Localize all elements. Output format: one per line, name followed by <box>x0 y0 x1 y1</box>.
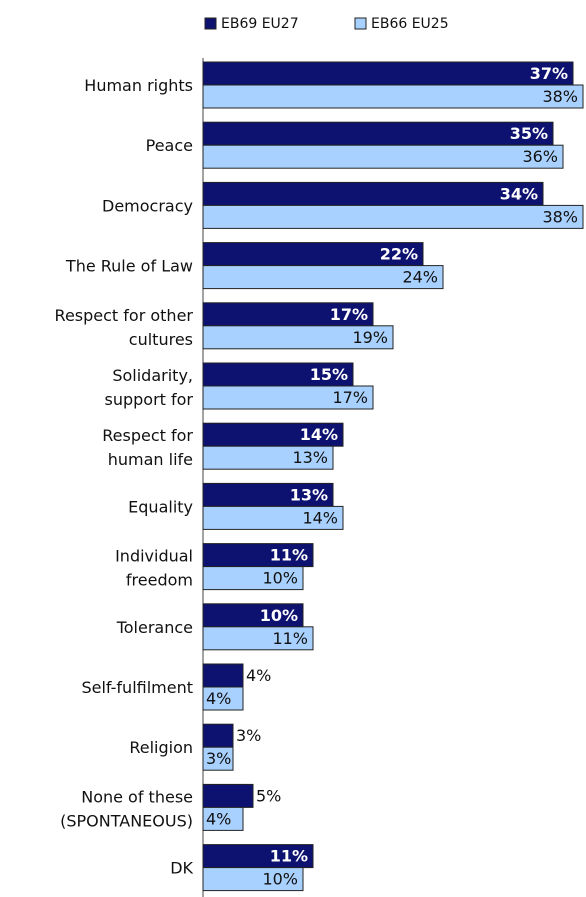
value-label-s1-10: 10% <box>260 606 298 625</box>
bar-s2-13 <box>202 806 244 831</box>
bar-s2-6 <box>202 385 374 410</box>
category-label-2: Peace <box>146 136 193 155</box>
value-label-s2-11: 4% <box>206 689 231 708</box>
category-label-8: Equality <box>128 497 193 516</box>
value-label-s2-10: 11% <box>272 629 308 648</box>
value-label-s2-8: 14% <box>302 508 338 527</box>
category-label-3: Democracy <box>102 196 193 215</box>
bar-s1-12 <box>202 723 234 748</box>
value-label-s1-7: 14% <box>300 425 338 444</box>
bar-s1-2 <box>202 121 554 146</box>
bar-s2-11 <box>202 686 244 711</box>
value-label-s2-4: 24% <box>402 268 438 287</box>
value-label-s1-5: 17% <box>330 305 368 324</box>
value-label-s1-12: 3% <box>236 726 261 745</box>
category-label-1: Human rights <box>84 76 193 95</box>
value-label-s1-6: 15% <box>310 365 348 384</box>
legend-swatch-1 <box>204 17 217 30</box>
category-label-6: Solidarity, support for <box>104 366 193 409</box>
value-label-s2-12: 3% <box>206 749 231 768</box>
bar-s2-2 <box>202 144 564 169</box>
value-label-s2-7: 13% <box>292 448 328 467</box>
category-label-12: Religion <box>129 738 193 757</box>
category-label-7: Respect for human life <box>102 426 193 469</box>
bar-s2-4 <box>202 265 444 290</box>
category-label-4: The Rule of Law <box>65 257 193 276</box>
value-label-s1-14: 11% <box>270 847 308 866</box>
bar-s1-13 <box>202 783 254 808</box>
value-label-s1-4: 22% <box>380 245 418 264</box>
bar-s2-9 <box>202 566 304 591</box>
value-label-s2-2: 36% <box>522 147 558 166</box>
legend: EB69 EU27 EB66 EU25 <box>204 16 449 32</box>
value-label-s1-8: 13% <box>290 485 328 504</box>
category-labels: Human rights Peace Democracy The Rule of La… <box>55 76 194 878</box>
category-label-13: None of these (SPONTANEOUS) <box>60 787 193 830</box>
value-label-s1-3: 34% <box>500 184 538 203</box>
bars: 37%38%35%36%34%38%22%24%17%19%15%17%14%1… <box>202 61 584 892</box>
value-label-s1-11: 4% <box>246 666 271 685</box>
value-label-s2-9: 10% <box>262 569 298 588</box>
bar-s2-10 <box>202 626 314 651</box>
category-label-9: Individual freedom <box>115 547 193 590</box>
category-label-10: Tolerance <box>116 618 193 637</box>
category-label-11: Self-fulfilment <box>81 678 193 697</box>
legend-label-2: EB66 EU25 <box>371 16 449 32</box>
bar-s2-5 <box>202 325 394 350</box>
value-label-s2-6: 17% <box>332 388 368 407</box>
value-label-s2-5: 19% <box>352 328 388 347</box>
bar-s2-8 <box>202 505 344 530</box>
bar-s2-12 <box>202 746 234 771</box>
bar-s2-3 <box>202 204 584 229</box>
category-label-5: Respect for other cultures <box>55 306 194 349</box>
value-label-s1-13: 5% <box>256 786 281 805</box>
value-label-s2-1: 38% <box>542 87 578 106</box>
category-label-14: DK <box>170 859 193 878</box>
bar-s2-14 <box>202 867 304 892</box>
bar-s1-1 <box>202 61 574 86</box>
value-label-s2-3: 38% <box>542 207 578 226</box>
value-label-s2-14: 10% <box>262 870 298 889</box>
legend-label-1: EB69 EU27 <box>221 16 299 32</box>
bar-s1-11 <box>202 663 244 688</box>
value-label-s1-2: 35% <box>510 124 548 143</box>
value-label-s1-1: 37% <box>530 64 568 83</box>
value-label-s2-13: 4% <box>206 809 231 828</box>
bar-s2-7 <box>202 445 334 470</box>
bar-s1-3 <box>202 181 544 206</box>
value-label-s1-9: 11% <box>270 546 308 565</box>
legend-swatch-2 <box>354 17 367 30</box>
bar-s2-1 <box>202 84 584 109</box>
